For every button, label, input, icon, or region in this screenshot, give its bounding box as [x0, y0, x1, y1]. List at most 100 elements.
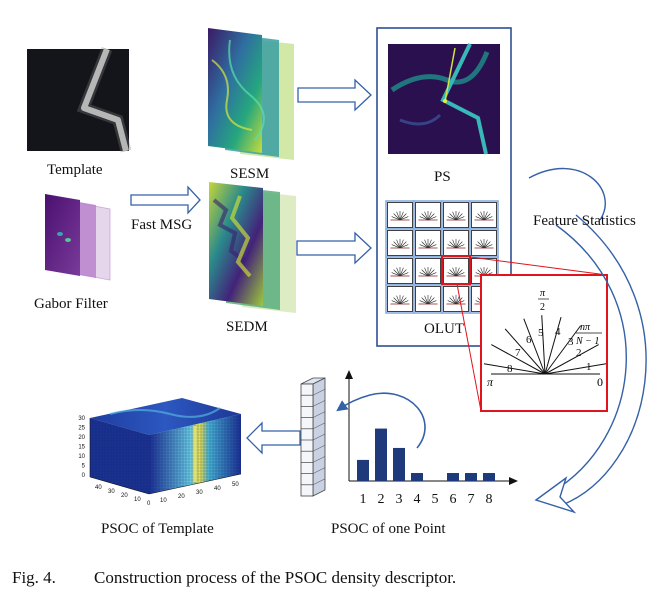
cube-z-tick: 30 — [78, 416, 85, 422]
olut-cell — [385, 284, 415, 314]
cube-x-tick: 30 — [108, 489, 115, 495]
orientation-ray — [541, 315, 546, 375]
hist-bar — [393, 447, 405, 481]
sesm-label: SESM — [230, 166, 270, 182]
orientation-ray — [504, 328, 546, 375]
olut-cell — [385, 228, 415, 258]
orientation-ray — [483, 363, 546, 375]
cube-z-tick: 25 — [78, 426, 85, 432]
arrow-to-psoc-template — [246, 421, 301, 455]
arrow-sedm-to-olut — [296, 231, 372, 265]
olut-cell — [385, 200, 415, 230]
orientation-ray — [491, 344, 546, 375]
psoc-point-label: PSOC of one Point — [331, 521, 446, 537]
cube-z-tick: 5 — [82, 464, 86, 470]
orientation-bin-label: 8 — [507, 363, 513, 375]
olut-cell — [413, 256, 443, 286]
cube-y-tick: 10 — [160, 498, 167, 504]
feature-statistics-arrow — [528, 167, 647, 514]
cube-x-tick: 0 — [147, 501, 151, 507]
arrow-sesm-to-ps — [297, 78, 372, 112]
cube-x-tick: 20 — [121, 493, 128, 499]
olut-cell — [441, 256, 471, 286]
hist-tick-label: 6 — [450, 492, 457, 507]
cube-x-tick: 40 — [95, 485, 102, 491]
orientation-bin-label: 3 — [568, 336, 574, 348]
caption-number: Fig. 4. — [12, 568, 56, 587]
olut-cell — [441, 284, 471, 314]
hist-tick-label: 2 — [378, 492, 385, 507]
hist-tick-label: 4 — [414, 492, 421, 507]
olut-grid — [385, 200, 499, 314]
orientation-ray — [544, 316, 562, 375]
hist-bar — [483, 473, 495, 481]
orientation-ray — [544, 325, 581, 375]
caption-text: Construction process of the PSOC density… — [94, 568, 457, 587]
hist-bar — [465, 473, 477, 481]
arrow-template-to-sesm — [130, 185, 201, 215]
orientation-zero-label: 0 — [597, 375, 603, 389]
olut-cell — [413, 200, 443, 230]
figure-caption: Fig. 4. Construction process of the PSOC … — [12, 568, 456, 588]
psoc-vector-column — [300, 377, 326, 497]
orientation-bin-label: 4 — [555, 326, 561, 338]
gabor-filter-label: Gabor Filter — [34, 296, 108, 312]
olut-highlight-cell — [441, 255, 471, 285]
olut-cell — [441, 200, 471, 230]
hist-tick-label: 8 — [486, 492, 493, 507]
olut-cell — [469, 228, 499, 258]
orientation-bin-label: 5 — [538, 327, 544, 339]
olut-cell — [469, 200, 499, 230]
pi-half-denominator: 2 — [540, 302, 545, 313]
olut-label: OLUT — [424, 321, 464, 337]
hist-bar — [447, 473, 459, 481]
zoom-line-bottom — [456, 283, 482, 412]
cube-x-tick: 10 — [134, 497, 141, 503]
cube-y-tick: 50 — [232, 482, 239, 488]
ps-olut-frame — [376, 27, 512, 347]
orientation-bin-label: 7 — [515, 347, 521, 359]
cube-y-tick: 30 — [196, 490, 203, 496]
hist-bar — [375, 428, 387, 481]
hist-tick-label: 7 — [468, 492, 475, 507]
orientation-ray — [544, 344, 599, 375]
ps-label: PS — [434, 169, 451, 185]
orientation-ray — [544, 363, 607, 375]
cube-y-tick: 40 — [214, 486, 221, 492]
hist-tick-label: 1 — [360, 492, 367, 507]
olut-cell — [441, 228, 471, 258]
hist-tick-label: 3 — [396, 492, 403, 507]
cube-z-tick: 10 — [78, 454, 85, 460]
hist-bar — [357, 459, 369, 481]
npi-denominator: N − 1 — [575, 336, 599, 347]
template-image — [27, 47, 132, 153]
olut-cell — [385, 256, 415, 286]
fast-msg-label: Fast MSG — [131, 217, 193, 233]
npi-numerator: nπ — [580, 322, 591, 333]
cube-y-tick: 20 — [178, 494, 185, 500]
template-label: Template — [47, 162, 103, 178]
sedm-label: SEDM — [226, 319, 268, 335]
orientation-bin-label: 2 — [576, 347, 582, 359]
zoom-line-top — [469, 256, 608, 276]
pi-half-numerator: π — [540, 288, 546, 299]
hist-tick-label: 5 — [432, 492, 439, 507]
psoc-template-label: PSOC of Template — [101, 521, 214, 537]
cube-z-tick: 20 — [78, 435, 85, 441]
hist-feedback-arrow — [336, 392, 426, 449]
gabor-filter-stack — [45, 194, 111, 281]
sesm-stack — [208, 28, 294, 160]
sedm-stack — [209, 182, 296, 313]
hist-bar — [411, 473, 423, 481]
ps-image — [388, 43, 500, 155]
olut-cell — [413, 284, 443, 314]
cube-z-tick: 15 — [78, 445, 85, 451]
feature-statistics-label: Feature Statistics — [533, 213, 636, 229]
cube-z-tick: 0 — [82, 473, 86, 479]
orientation-ray — [523, 318, 546, 375]
